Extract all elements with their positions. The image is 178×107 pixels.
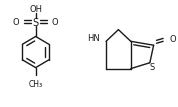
Text: S: S <box>149 63 154 72</box>
Text: OH: OH <box>29 5 42 14</box>
Text: O: O <box>170 35 176 44</box>
Text: CH₃: CH₃ <box>29 80 43 89</box>
Text: HN: HN <box>87 34 99 43</box>
Text: S: S <box>33 18 39 28</box>
Text: O: O <box>13 18 19 27</box>
Text: O: O <box>52 18 58 27</box>
